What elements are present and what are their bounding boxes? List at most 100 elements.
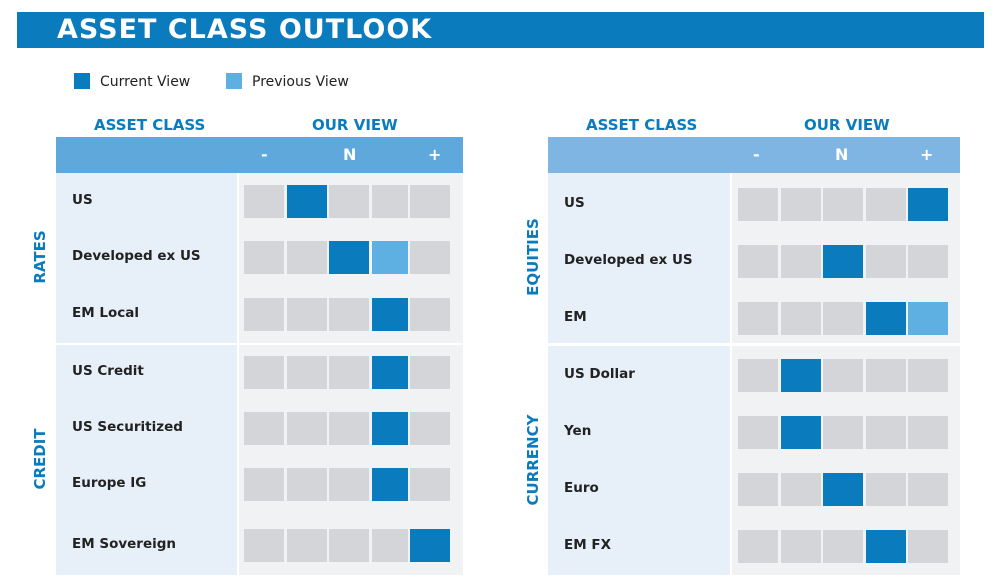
row-label: EM FX (564, 537, 611, 553)
scale-neutral: N (835, 145, 849, 164)
empty-cell (410, 412, 450, 445)
legend-previous-label: Previous View (252, 74, 349, 90)
scale-minus: - (261, 145, 268, 164)
empty-cell (286, 529, 327, 562)
row-label: Developed ex US (72, 248, 201, 264)
empty-cell (823, 359, 863, 392)
empty-cell (738, 359, 778, 392)
group-label-credit: CREDIT (31, 428, 49, 490)
empty-cell (244, 185, 284, 218)
empty-cell (780, 302, 821, 335)
group-label-column (56, 173, 237, 343)
row-label: EM Sovereign (72, 536, 177, 552)
current-swatch (74, 73, 90, 89)
our-view-heading: OUR VIEW (312, 116, 398, 134)
empty-cell (286, 412, 327, 445)
our-view-heading: OUR VIEW (804, 116, 890, 134)
group-label-column (56, 345, 237, 575)
empty-cell (738, 416, 778, 449)
empty-cell (865, 416, 906, 449)
scale-plus: + (428, 145, 442, 164)
row-label: US (564, 195, 585, 211)
current-view-cell (865, 302, 906, 335)
row-label: US (72, 192, 93, 208)
scale-header: - N + (548, 137, 960, 173)
empty-cell (865, 359, 906, 392)
empty-cell (410, 185, 450, 218)
legend-previous: Previous View (226, 73, 349, 90)
empty-cell (908, 245, 948, 278)
empty-cell (286, 356, 327, 389)
current-view-cell (823, 473, 863, 506)
current-view-cell (371, 356, 408, 389)
empty-cell (244, 529, 284, 562)
empty-cell (286, 468, 327, 501)
row-label: Europe IG (72, 475, 147, 491)
empty-cell (738, 188, 778, 221)
group-label-column (548, 346, 730, 575)
empty-cell (329, 356, 369, 389)
current-view-cell (823, 245, 863, 278)
empty-cell (244, 356, 284, 389)
empty-cell (244, 468, 284, 501)
empty-cell (780, 245, 821, 278)
current-view-cell (286, 185, 327, 218)
empty-cell (738, 302, 778, 335)
empty-cell (371, 185, 408, 218)
empty-cell (780, 530, 821, 563)
empty-cell (244, 298, 284, 331)
scale-header: - N + (56, 137, 463, 173)
current-view-cell (780, 416, 821, 449)
empty-cell (908, 416, 948, 449)
empty-cell (329, 412, 369, 445)
row-label: Euro (564, 480, 599, 496)
empty-cell (908, 530, 948, 563)
empty-cell (865, 188, 906, 221)
empty-cell (410, 298, 450, 331)
empty-cell (823, 530, 863, 563)
current-view-cell (908, 188, 948, 221)
scale-minus: - (753, 145, 760, 164)
empty-cell (410, 468, 450, 501)
row-label: US Securitized (72, 419, 183, 435)
empty-cell (865, 473, 906, 506)
page-title: ASSET CLASS OUTLOOK (57, 14, 433, 45)
empty-cell (823, 188, 863, 221)
previous-swatch (226, 73, 242, 89)
group-label-equities: EQUITIES (524, 218, 542, 296)
current-view-cell (371, 468, 408, 501)
empty-cell (410, 356, 450, 389)
empty-cell (865, 245, 906, 278)
empty-cell (371, 529, 408, 562)
empty-cell (410, 241, 450, 274)
empty-cell (738, 245, 778, 278)
empty-cell (780, 188, 821, 221)
current-view-cell (410, 529, 450, 562)
empty-cell (329, 529, 369, 562)
previous-view-cell (371, 241, 408, 274)
group-label-rates: RATES (31, 230, 49, 284)
current-view-cell (865, 530, 906, 563)
empty-cell (244, 412, 284, 445)
title-banner: ASSET CLASS OUTLOOK (17, 12, 984, 48)
empty-cell (738, 530, 778, 563)
empty-cell (286, 241, 327, 274)
row-label: Developed ex US (564, 252, 693, 268)
legend-current-label: Current View (100, 74, 191, 90)
legend-current: Current View (74, 73, 190, 90)
current-view-cell (371, 298, 408, 331)
row-label: US Credit (72, 363, 144, 379)
empty-cell (286, 298, 327, 331)
empty-cell (329, 185, 369, 218)
previous-view-cell (908, 302, 948, 335)
group-label-column (548, 173, 730, 343)
empty-cell (329, 468, 369, 501)
current-view-cell (329, 241, 369, 274)
asset-class-heading: ASSET CLASS (94, 116, 206, 134)
empty-cell (908, 359, 948, 392)
empty-cell (329, 298, 369, 331)
empty-cell (780, 473, 821, 506)
current-view-cell (780, 359, 821, 392)
row-label: Yen (564, 423, 592, 439)
empty-cell (823, 302, 863, 335)
